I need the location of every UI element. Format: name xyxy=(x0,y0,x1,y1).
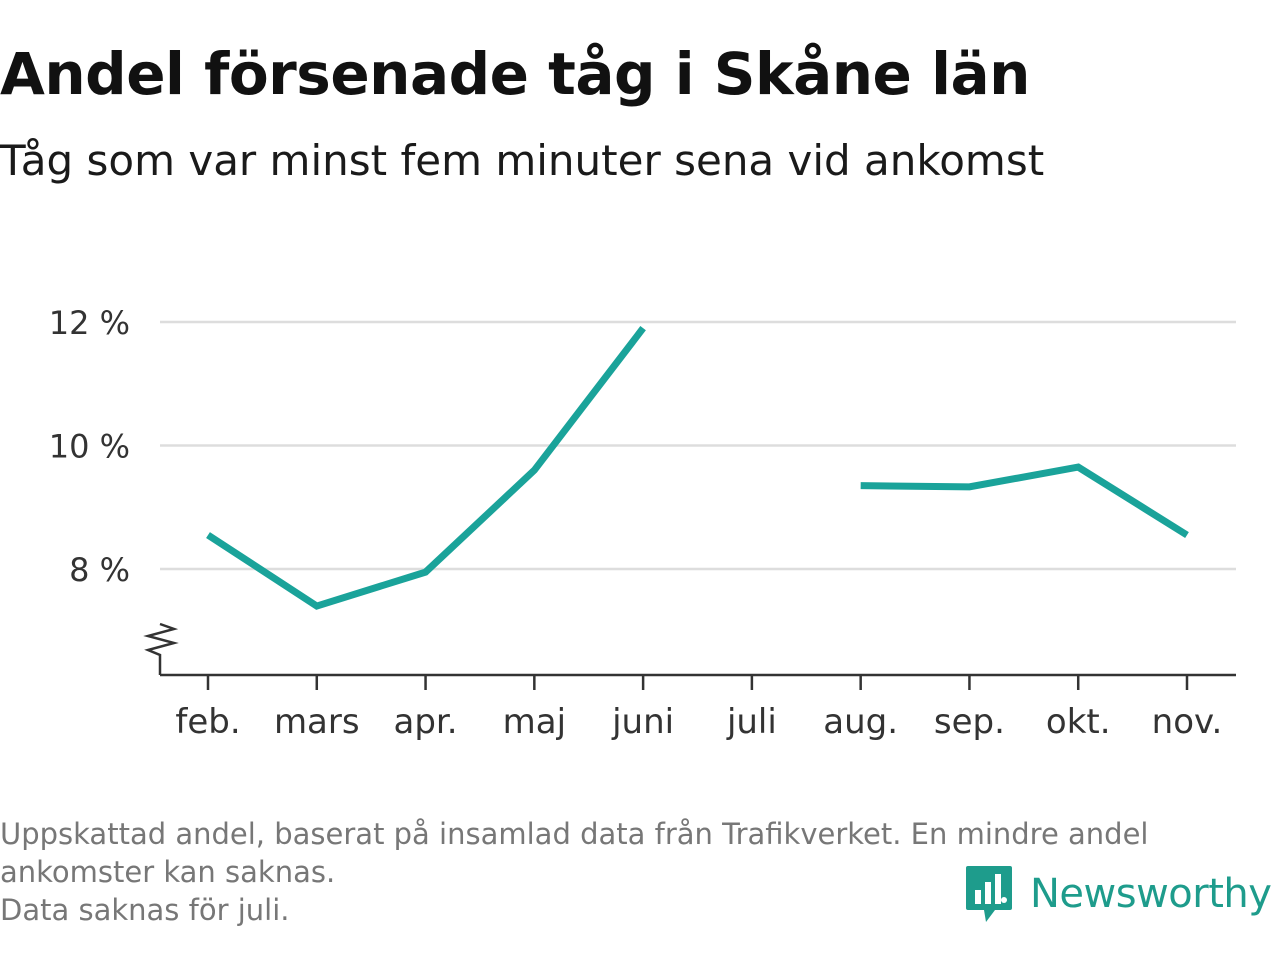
y-axis-break-icon xyxy=(143,622,179,675)
brand-logo[interactable]: Newsworthy xyxy=(964,864,1272,924)
y-tick-label: 12 % xyxy=(49,304,130,342)
footnote-line: Uppskattad andel, baserat på insamlad da… xyxy=(0,817,1149,851)
chart-title: Andel försenade tåg i Skåne län xyxy=(0,40,1030,108)
x-tick-label: juni xyxy=(611,702,674,742)
chart-subtitle: Tåg som var minst fem minuter sena vid a… xyxy=(0,136,1045,185)
y-tick-label: 10 % xyxy=(49,428,130,466)
x-tick-label: aug. xyxy=(823,702,898,742)
series-lines xyxy=(206,326,1189,610)
newsworthy-logo-icon xyxy=(966,866,1012,922)
x-ticks xyxy=(206,675,1189,690)
x-tick-label: mars xyxy=(274,702,360,742)
x-tick-label: okt. xyxy=(1046,702,1111,742)
x-tick-label: maj xyxy=(503,702,566,742)
x-tick-label: feb. xyxy=(175,702,240,742)
gridlines xyxy=(160,320,1236,571)
series-line-segment xyxy=(860,463,1189,539)
x-tick-label: sep. xyxy=(934,702,1005,742)
footnote-line: Data saknas för juli. xyxy=(0,893,290,927)
y-tick-labels: 8 % 10 % 12 % xyxy=(49,304,130,589)
x-tick-labels: feb. mars apr. maj juni juli aug. sep. okt. nov. xyxy=(175,702,1222,742)
y-tick-label: 8 % xyxy=(69,551,130,589)
footnote-line: ankomster kan saknas. xyxy=(0,855,336,889)
x-tick-label: juli xyxy=(726,702,777,742)
x-tick-label: nov. xyxy=(1152,702,1223,742)
brand-name: Newsworthy xyxy=(1030,871,1272,917)
footnote: Uppskattad andel, baserat på insamlad da… xyxy=(0,815,1270,929)
series-line-segment xyxy=(206,326,646,610)
x-tick-label: apr. xyxy=(394,702,458,742)
